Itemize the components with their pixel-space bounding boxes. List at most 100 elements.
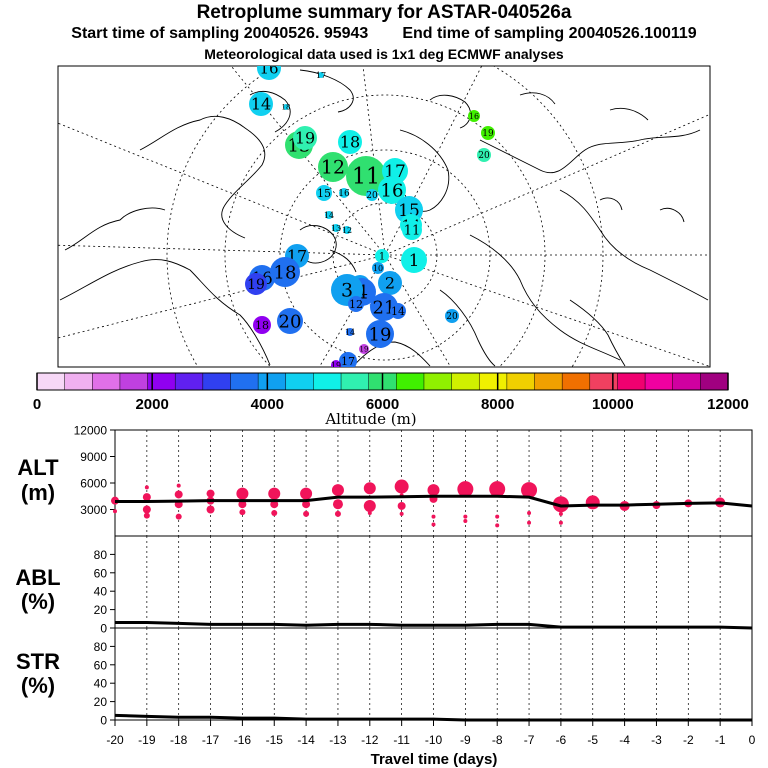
map-marker-circle — [331, 360, 341, 367]
x-tick-label: -15 — [266, 733, 284, 747]
map-marker-label: 13 — [331, 224, 341, 233]
alt-marker — [527, 511, 532, 516]
x-tick-label: -5 — [587, 733, 598, 747]
x-tick-label: -1 — [715, 733, 726, 747]
map-trajectory-markers: 1617141816192013191812111716151620151411… — [245, 66, 495, 370]
colorbar-cell — [451, 373, 480, 390]
alt-marker — [142, 493, 151, 502]
map-marker-circle — [277, 308, 303, 334]
alt-marker — [495, 523, 500, 528]
map-marker-label: 19 — [331, 361, 341, 370]
coastlines — [59, 69, 709, 367]
map-marker-circle — [316, 185, 332, 201]
colorbar-cell — [258, 373, 287, 390]
x-tick-label: 0 — [749, 733, 756, 747]
map-marker-label: 11 — [352, 165, 380, 190]
alt-marker — [521, 482, 538, 499]
colorbar-cell — [64, 373, 93, 390]
colorbar: 0 2000 4000 6000 8000 10000 12000 Altitude (m) — [33, 372, 749, 428]
colorbar-cell — [506, 373, 536, 390]
map-marker-circle — [477, 148, 491, 162]
alt-marker — [457, 481, 474, 498]
map-marker-label: 18 — [255, 319, 269, 332]
map-marker-circle — [390, 303, 406, 319]
map-marker-label: 18 — [340, 133, 360, 152]
alt-gridlines — [146, 430, 721, 536]
colorbar-tick-label: 0 — [33, 396, 41, 413]
alt-marker — [558, 520, 563, 525]
met-data-label: Meteorological data used is 1x1 deg ECMW… — [204, 46, 564, 62]
alt-marker — [334, 510, 341, 517]
alt-marker — [363, 499, 376, 512]
abl-ytick-label: 20 — [94, 603, 108, 617]
x-tick-label: -8 — [492, 733, 503, 747]
colorbar-cell — [313, 373, 342, 390]
x-tick-label: -7 — [524, 733, 535, 747]
alt-markers — [111, 479, 726, 528]
alt-marker — [271, 510, 278, 517]
map-marker-circle — [245, 273, 267, 295]
colorbar-cell — [396, 373, 425, 390]
map-marker-circle — [253, 316, 271, 334]
map-marker-label: 16 — [381, 180, 404, 201]
colorbar-cell — [534, 373, 563, 390]
colorbar-tick-label: 8000 — [481, 396, 514, 413]
map-marker-circle — [401, 247, 427, 273]
alt-marker — [463, 518, 468, 523]
x-tick-label: -3 — [651, 733, 662, 747]
alt-marker — [427, 484, 440, 497]
map-marker-circle — [332, 224, 340, 232]
map-marker-circle — [366, 189, 378, 201]
x-tick-label: -16 — [234, 733, 252, 747]
alt-ytick-label: 6000 — [80, 477, 107, 491]
colorbar-tick-label: 2000 — [135, 396, 168, 413]
map-marker-label: 2 — [385, 274, 395, 293]
x-tick-label: -17 — [202, 733, 220, 747]
colorbar-cell — [147, 373, 176, 390]
map-marker-label: 19 — [247, 277, 265, 293]
alt-marker — [268, 487, 281, 500]
str-ytick-label: 80 — [94, 640, 108, 654]
colorbar-cell — [700, 373, 729, 390]
map-marker-label: 19 — [295, 129, 315, 148]
map-marker-label: 17 — [341, 355, 355, 368]
map-marker-label: 16 — [469, 112, 479, 121]
alt-marker — [206, 505, 215, 514]
alt-marker — [239, 509, 246, 516]
str-ytick-label: 20 — [94, 695, 108, 709]
colorbar-cell — [37, 373, 66, 390]
map-marker-label: 19 — [360, 345, 369, 353]
alt-marker — [174, 490, 183, 499]
map-marker-label: 20 — [279, 311, 302, 332]
alt-marker — [143, 512, 150, 519]
colorbar-cell — [645, 373, 674, 390]
alt-marker — [363, 482, 376, 495]
map-marker-label: 1 — [379, 252, 385, 263]
map-marker-label: 14 — [345, 328, 355, 337]
alt-marker — [300, 487, 313, 500]
map-marker-circle — [318, 72, 324, 78]
map-marker-circle — [346, 156, 386, 196]
map-marker-circle — [378, 176, 406, 204]
colorbar-label: Altitude (m) — [324, 410, 416, 428]
map-marker-label: 11 — [404, 224, 421, 239]
str-ylabel: STR — [16, 649, 60, 674]
x-tick-label: -18 — [170, 733, 188, 747]
alt-ylabel-unit: (m) — [21, 480, 55, 505]
x-axis-ticks: -20 -19 -18 -17 -16 -15 -14 -13 -12 -11 -10 -9 -8 -7-… — [106, 720, 756, 747]
alt-marker — [463, 514, 468, 519]
x-tick-label: -12 — [361, 733, 379, 747]
map-marker-label: 19 — [482, 129, 494, 139]
map-marker-circle — [343, 226, 351, 234]
end-time-label: End time of sampling 20040526.100119 — [402, 25, 697, 42]
abl-gridlines — [146, 536, 721, 628]
map-marker-circle — [481, 126, 495, 140]
colorbar-cell — [672, 373, 701, 390]
colorbar-tick-label: 10000 — [592, 396, 634, 413]
map-marker-circle — [378, 271, 402, 295]
alt-marker — [236, 487, 249, 500]
x-tick-label: -19 — [138, 733, 156, 747]
colorbar-tick-label: 12000 — [707, 396, 749, 413]
str-ytick-label: 0 — [100, 714, 107, 728]
alt-ytick-label: 9000 — [80, 450, 107, 464]
